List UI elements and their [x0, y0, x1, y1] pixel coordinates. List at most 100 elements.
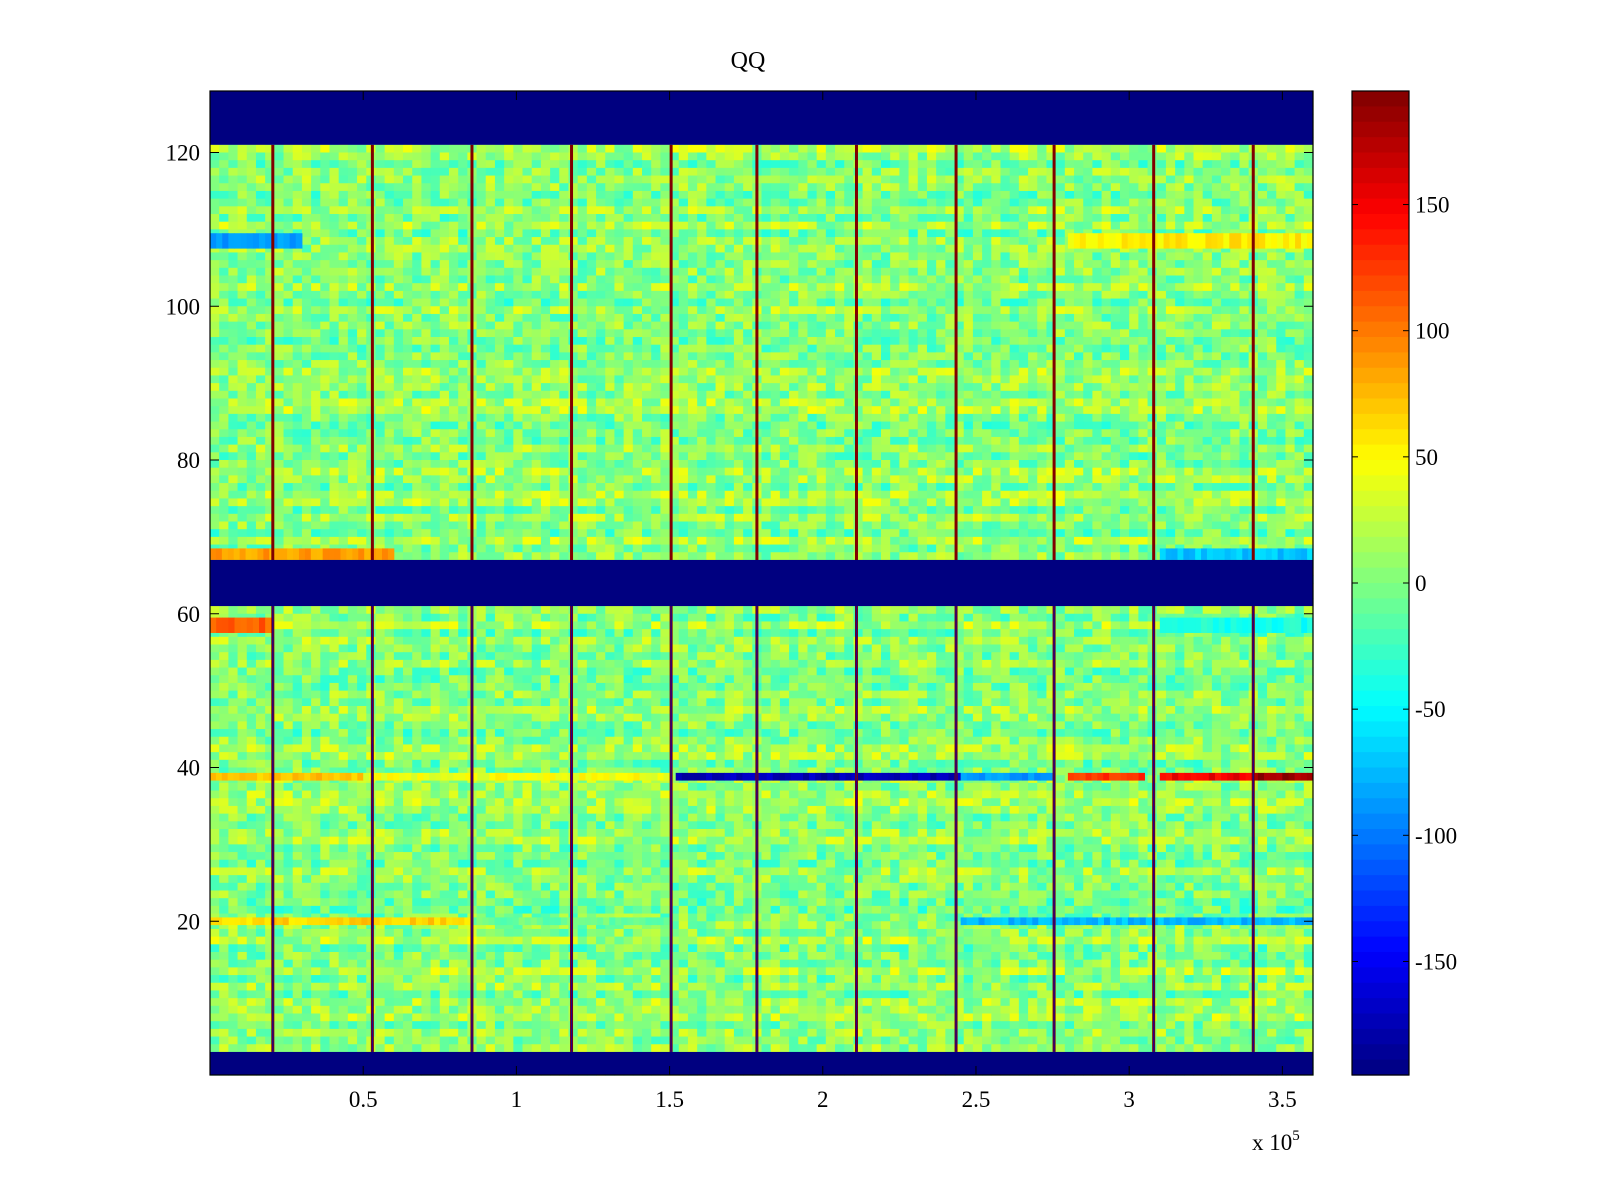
heatmap-cell: [256, 176, 266, 184]
heatmap-cell: [458, 268, 468, 276]
heatmap-cell: [357, 237, 367, 245]
heatmap-cell: [329, 222, 339, 230]
heatmap-cell: [1102, 191, 1112, 199]
heatmap-cell: [587, 237, 597, 245]
heatmap-cell: [385, 268, 395, 276]
heatmap-cell: [320, 299, 330, 307]
heatmap-cell: [1221, 214, 1231, 222]
heatmap-cell: [780, 314, 790, 322]
heatmap-cell: [697, 191, 707, 199]
heatmap-cell: [688, 291, 698, 299]
heatmap-cell: [1285, 306, 1295, 314]
heatmap-cell: [523, 168, 533, 176]
heatmap-cell: [633, 214, 643, 222]
heatmap-cell: [532, 314, 542, 322]
heatmap-cell: [219, 314, 229, 322]
heatmap-cell: [1083, 206, 1093, 214]
heatmap-cell: [256, 268, 266, 276]
heatmap-cell: [660, 260, 670, 268]
heatmap-cell: [1120, 268, 1130, 276]
heatmap-cell: [1175, 214, 1185, 222]
heatmap-cell: [311, 260, 321, 268]
heatmap-cell: [762, 160, 772, 168]
heatmap-cell: [302, 222, 312, 230]
heatmap-cell: [1065, 299, 1075, 307]
heatmap-cell: [835, 268, 845, 276]
heatmap-cell: [1056, 153, 1066, 161]
heatmap-cell: [1267, 153, 1277, 161]
heatmap-cell: [853, 153, 863, 161]
heatmap-cell: [477, 237, 487, 245]
heatmap-cell: [357, 214, 367, 222]
heatmap-cell: [651, 145, 661, 153]
heatmap-cell: [835, 276, 845, 284]
heatmap-cell: [375, 206, 385, 214]
heatmap-cell: [725, 283, 735, 291]
heatmap-cell: [743, 245, 753, 253]
heatmap-cell: [1083, 306, 1093, 314]
heatmap-cell: [863, 145, 873, 153]
heatmap-cell: [541, 183, 551, 191]
heatmap-cell: [1212, 291, 1222, 299]
heatmap-cell: [743, 299, 753, 307]
heatmap-cell: [945, 160, 955, 168]
heatmap-cell: [477, 268, 487, 276]
heatmap-cell: [431, 291, 441, 299]
heatmap-cell: [228, 199, 238, 207]
heatmap-cell: [513, 229, 523, 237]
heatmap-cell: [513, 245, 523, 253]
heatmap-cell: [1102, 276, 1112, 284]
heatmap-cell: [909, 299, 919, 307]
heatmap-cell: [1037, 237, 1047, 245]
heatmap-cell: [513, 314, 523, 322]
heatmap-cell: [872, 168, 882, 176]
heatmap-cell: [909, 153, 919, 161]
heatmap-cell: [817, 222, 827, 230]
heatmap-cell: [320, 176, 330, 184]
heatmap-cell: [807, 222, 817, 230]
heatmap-cell: [890, 191, 900, 199]
heatmap-cell: [1019, 222, 1029, 230]
heatmap-cell: [1184, 260, 1194, 268]
heatmap-cell: [1194, 222, 1204, 230]
heatmap-cell: [578, 214, 588, 222]
heatmap-cell: [1129, 268, 1139, 276]
heatmap-cell: [421, 153, 431, 161]
heatmap-cell: [1285, 291, 1295, 299]
heatmap-cell: [1239, 153, 1249, 161]
heatmap-cell: [412, 237, 422, 245]
heatmap-cell: [293, 306, 303, 314]
heatmap-cell: [357, 229, 367, 237]
heatmap-cell: [329, 245, 339, 253]
heatmap-cell: [798, 291, 808, 299]
heatmap-cell: [1111, 268, 1121, 276]
heatmap-cell: [274, 291, 284, 299]
heatmap-cell: [633, 222, 643, 230]
heatmap-cell: [440, 299, 450, 307]
heatmap-cell: [789, 283, 799, 291]
heatmap-cell: [798, 229, 808, 237]
heatmap-cell: [238, 214, 248, 222]
heatmap-cell: [789, 145, 799, 153]
heatmap-cell: [973, 306, 983, 314]
heatmap-cell: [228, 268, 238, 276]
heatmap-cell: [633, 145, 643, 153]
heatmap-cell: [293, 276, 303, 284]
heatmap-cell: [688, 153, 698, 161]
heatmap-cell: [936, 229, 946, 237]
heatmap-cell: [578, 252, 588, 260]
heatmap-cell: [1019, 214, 1029, 222]
heatmap-cell: [375, 306, 385, 314]
heatmap-cell: [1166, 176, 1176, 184]
heatmap-cell: [826, 229, 836, 237]
heatmap-cell: [973, 214, 983, 222]
heatmap-cell: [863, 268, 873, 276]
heatmap-cell: [568, 206, 578, 214]
heatmap-cell: [716, 168, 726, 176]
heatmap-cell: [1276, 153, 1286, 161]
heatmap-cell: [844, 291, 854, 299]
heatmap-cell: [486, 237, 496, 245]
heatmap-cell: [1120, 283, 1130, 291]
heatmap-cell: [1258, 222, 1268, 230]
heatmap-cell: [982, 299, 992, 307]
